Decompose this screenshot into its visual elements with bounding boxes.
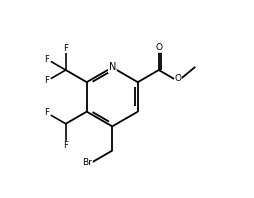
Text: F: F: [44, 76, 49, 86]
Text: F: F: [44, 108, 49, 117]
Text: O: O: [155, 43, 162, 52]
Text: F: F: [63, 44, 68, 53]
Text: F: F: [63, 141, 68, 150]
Text: N: N: [108, 62, 116, 72]
Text: F: F: [44, 55, 49, 64]
Text: Br: Br: [83, 158, 92, 167]
Text: O: O: [174, 74, 182, 84]
